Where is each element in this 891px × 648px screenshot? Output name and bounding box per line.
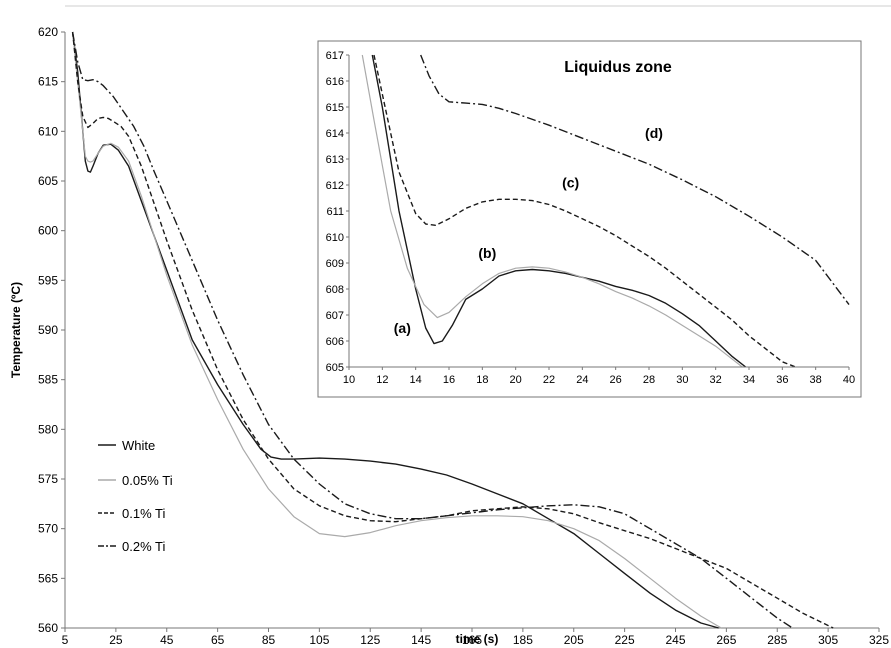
main-y-tick-label: 610 [38, 124, 58, 138]
main-x-tick-label: 65 [211, 633, 225, 647]
inset-frame [317, 40, 862, 398]
inset-x-tick-label: 16 [443, 374, 455, 386]
main-series-group [71, 31, 834, 629]
main-series-line-0 [71, 31, 719, 629]
inset-y-tick-label: 612 [326, 180, 344, 192]
inset-y-tick-label: 614 [326, 128, 344, 140]
main-x-tick-label: 185 [513, 633, 533, 647]
inset-y-tick-labels: 605 606 607 608 609 610 611 612 613 614 615 616 617 [326, 50, 349, 374]
inset-y-tick-label: 606 [326, 336, 344, 348]
main-y-tick-label: 605 [38, 174, 58, 188]
inset-x-tick-label: 18 [476, 374, 488, 386]
main-y-tick-label: 615 [38, 75, 58, 89]
inset-curve-label: (c) [562, 175, 579, 191]
main-y-tick-label: 575 [38, 472, 58, 486]
inset-series-line-2 [373, 54, 796, 367]
inset-x-tick-label: 38 [810, 374, 822, 386]
main-y-axis-title: Temperature (ºC) [9, 282, 23, 378]
main-y-tick-label: 585 [38, 373, 58, 387]
inset-series-line-1 [361, 54, 743, 367]
inset-title: Liquidus zone [564, 59, 672, 76]
inset-x-tick-label: 28 [643, 374, 655, 386]
inset-annotations: (a) (b) (c) (d) [394, 125, 663, 336]
inset-y-tick-label: 615 [326, 102, 344, 114]
main-x-tick-label: 305 [818, 633, 838, 647]
inset-y-tick-label: 617 [326, 50, 344, 62]
main-x-tick-label: 325 [869, 633, 889, 647]
main-series-line-1 [72, 31, 722, 629]
inset-y-tick-label: 610 [326, 232, 344, 244]
main-y-tick-label: 590 [38, 323, 58, 337]
inset-series-group [361, 54, 850, 367]
legend-label-2: 0.1% Ti [122, 506, 165, 521]
main-y-tick-label: 565 [38, 571, 58, 585]
main-x-tick-label: 45 [160, 633, 174, 647]
main-y-tick-label: 620 [38, 25, 58, 39]
main-x-tick-label: 145 [411, 633, 431, 647]
main-x-tick-label: 285 [767, 633, 787, 647]
inset-y-tick-label: 611 [326, 206, 344, 218]
main-y-tick-label: 560 [38, 621, 58, 635]
main-x-tick-label: 85 [262, 633, 276, 647]
legend-label-3: 0.2% Ti [122, 539, 165, 554]
inset-curve-label: (b) [478, 245, 496, 261]
main-y-tick-labels: 560 565 570 575 580 585 590 595 600 605 610 615 620 [38, 25, 65, 635]
inset-y-tick-label: 613 [326, 154, 344, 166]
main-x-tick-label: 205 [564, 633, 584, 647]
inset-x-tick-label: 40 [843, 374, 855, 386]
inset-x-tick-label: 24 [576, 374, 588, 386]
inset-x-tick-label: 14 [410, 374, 422, 386]
inset-chart: 605606607608609610611612613614615616617 … [317, 40, 862, 398]
inset-series-line-3 [420, 54, 850, 306]
inset-y-tick-label: 609 [326, 258, 344, 270]
legend-label-0: White [122, 438, 155, 453]
main-x-tick-label: 105 [309, 633, 329, 647]
main-series-line-3 [71, 31, 793, 629]
inset-x-tick-label: 36 [776, 374, 788, 386]
main-series-line-2 [71, 31, 834, 629]
inset-x-tick-label: 22 [543, 374, 555, 386]
main-chart: 560565570575580585590595600605610615620 … [9, 5, 891, 647]
inset-y-tick-label: 608 [326, 284, 344, 296]
inset-curve-label: (d) [645, 125, 663, 141]
main-y-tick-label: 595 [38, 273, 58, 287]
main-x-axis-title: time (s) [456, 632, 499, 646]
inset-x-tick-label: 10 [343, 374, 355, 386]
inset-x-tick-label: 12 [376, 374, 388, 386]
main-x-tick-label: 125 [360, 633, 380, 647]
inset-x-tick-label: 30 [676, 374, 688, 386]
inset-curve-label: (a) [394, 320, 411, 336]
legend-label-1: 0.05% Ti [122, 473, 173, 488]
inset-series-line-0 [371, 54, 747, 367]
main-y-tick-label: 600 [38, 224, 58, 238]
main-x-tick-labels: 5 25 45 65 85 105 125 145 165 185 205 225 245 265 285 3… [62, 628, 889, 647]
main-x-tick-label: 245 [665, 633, 685, 647]
main-x-tick-label: 265 [716, 633, 736, 647]
inset-x-tick-labels: 10 12 14 16 18 20 22 24 26 28 30 32 34 36 38 40 [343, 367, 855, 386]
inset-x-tick-label: 26 [610, 374, 622, 386]
inset-y-tick-label: 605 [326, 362, 344, 374]
main-y-tick-label: 570 [38, 522, 58, 536]
main-x-tick-label: 25 [109, 633, 123, 647]
main-x-tick-label: 225 [615, 633, 635, 647]
inset-y-tick-label: 607 [326, 310, 344, 322]
inset-x-tick-label: 20 [510, 374, 522, 386]
legend: White 0.05% Ti 0.1% Ti 0.2% Ti [98, 438, 173, 554]
main-x-tick-label: 5 [62, 633, 69, 647]
inset-x-tick-label: 32 [710, 374, 722, 386]
inset-x-tick-label: 34 [743, 374, 755, 386]
main-x-tick-label: 165 [462, 633, 482, 647]
inset-y-tick-label: 616 [326, 76, 344, 88]
main-y-tick-label: 580 [38, 422, 58, 436]
